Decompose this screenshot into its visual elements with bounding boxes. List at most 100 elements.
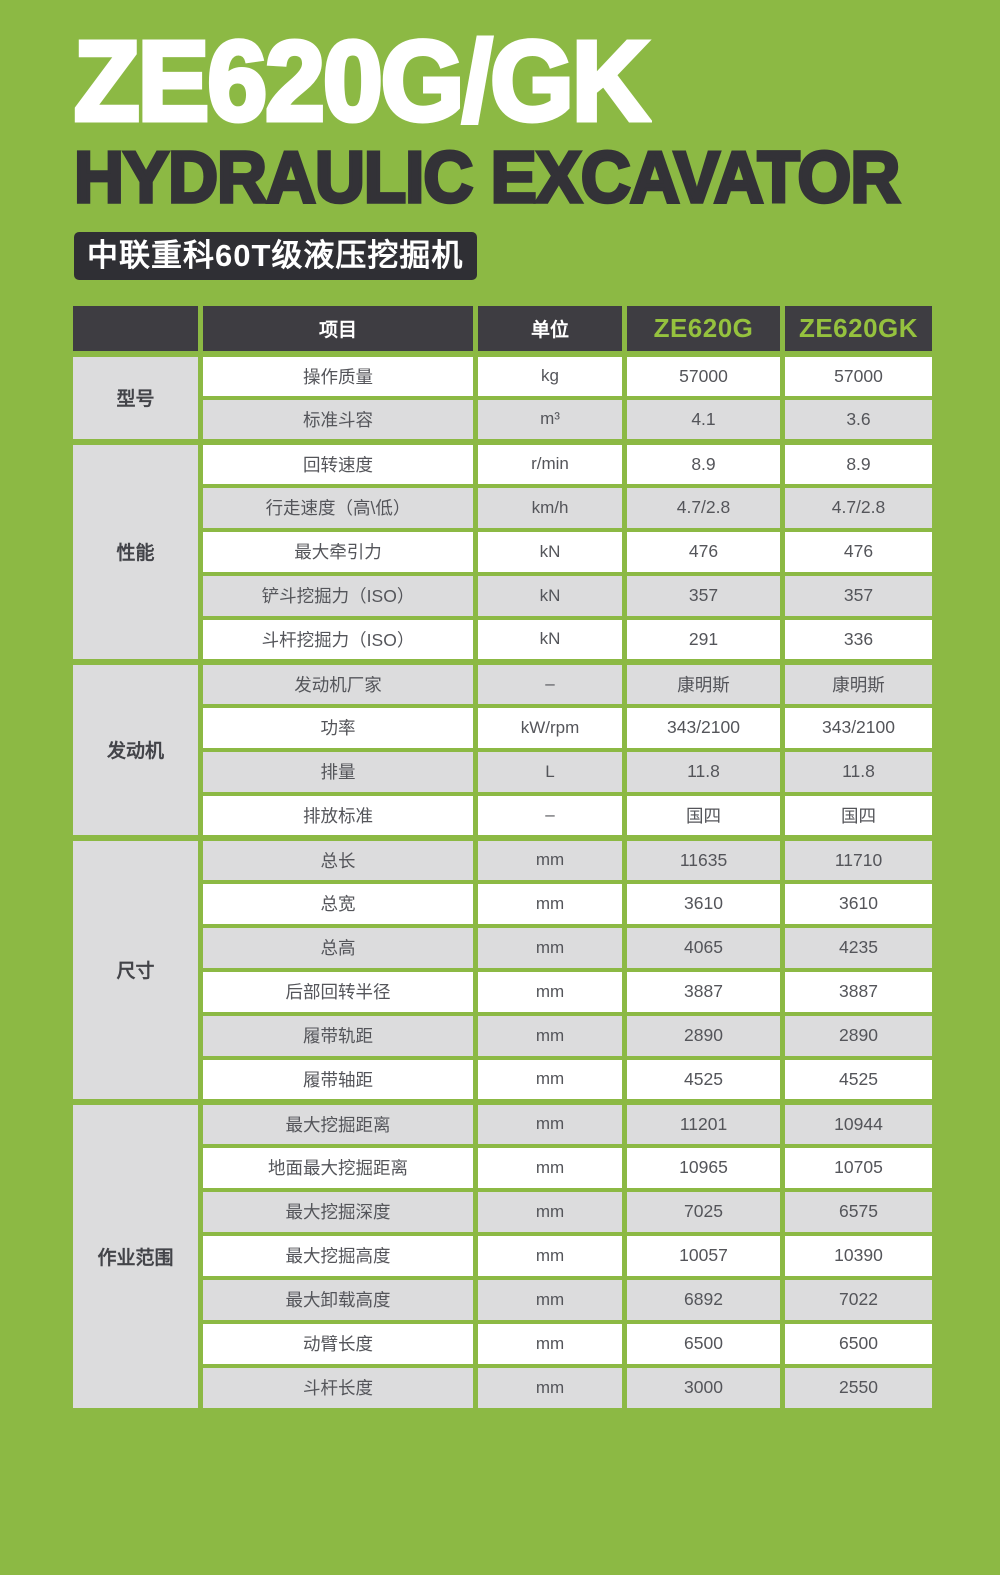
unit-cell: mm xyxy=(473,1319,627,1368)
table-row: 排量 L 11.8 11.8 xyxy=(71,747,937,796)
value-cell-ze620g: 6892 xyxy=(622,1275,785,1324)
unit-cell: mm xyxy=(473,1098,627,1148)
unit-cell: kW/rpm xyxy=(473,703,627,752)
value-cell-ze620g: 357 xyxy=(622,571,785,620)
value-cell-ze620gk: 6575 xyxy=(780,1187,937,1236)
spec-table-body: 型号 操作质量 kg 57000 57000 标准斗容 m³ 4.1 3.6 性能 回转速度 r/mi… xyxy=(68,350,937,1412)
table-row: 斗杆挖掘力（ISO） kN 291 336 xyxy=(71,615,937,664)
item-cell: 铲斗挖掘力（ISO） xyxy=(198,571,478,620)
item-cell: 排量 xyxy=(198,747,478,796)
unit-cell: mm xyxy=(473,834,627,884)
value-cell-ze620g: 6500 xyxy=(622,1319,785,1368)
value-cell-ze620gk: 3887 xyxy=(780,967,937,1016)
value-cell-ze620g: 10965 xyxy=(622,1143,785,1192)
table-header-row: 项目 单位 ZE620G ZE620GK xyxy=(68,305,937,356)
value-cell-ze620g: 康明斯 xyxy=(622,658,785,708)
item-cell: 总宽 xyxy=(198,879,478,928)
value-cell-ze620g: 国四 xyxy=(622,791,785,840)
value-cell-ze620gk: 476 xyxy=(780,527,937,576)
unit-cell: – xyxy=(473,791,627,840)
item-cell: 斗杆挖掘力（ISO） xyxy=(198,615,478,664)
table-row: 发动机 发动机厂家 – 康明斯 康明斯 xyxy=(68,658,937,840)
value-cell-ze620gk: 10944 xyxy=(780,1098,937,1148)
value-cell-ze620g: 4525 xyxy=(622,1055,785,1104)
item-cell: 操作质量 xyxy=(198,350,478,400)
unit-cell: kN xyxy=(473,571,627,620)
group-cell: 发动机 xyxy=(68,658,203,840)
value-cell-ze620g: 10057 xyxy=(622,1231,785,1280)
table-row: 铲斗挖掘力（ISO） kN 357 357 xyxy=(71,571,937,620)
table-row: 行走速度（高\低） km/h 4.7/2.8 4.7/2.8 xyxy=(71,483,937,532)
table-row: 履带轨距 mm 2890 2890 xyxy=(71,1011,937,1060)
group-cell: 作业范围 xyxy=(68,1098,203,1412)
table-row: 动臂长度 mm 6500 6500 xyxy=(71,1319,937,1368)
table-row: 型号 操作质量 kg 57000 57000 xyxy=(68,350,937,444)
value-cell-ze620gk: 11.8 xyxy=(780,747,937,796)
table-row: 地面最大挖掘距离 mm 10965 10705 xyxy=(71,1143,937,1192)
item-cell: 发动机厂家 xyxy=(198,658,478,708)
value-cell-ze620g: 4065 xyxy=(622,923,785,972)
item-cell: 履带轨距 xyxy=(198,1011,478,1060)
value-cell-ze620gk: 2890 xyxy=(780,1011,937,1060)
value-cell-ze620gk: 2550 xyxy=(780,1363,937,1412)
item-cell: 地面最大挖掘距离 xyxy=(198,1143,478,1192)
item-cell: 功率 xyxy=(198,703,478,752)
unit-cell: m³ xyxy=(473,395,627,444)
item-cell: 排放标准 xyxy=(198,791,478,840)
value-cell-ze620g: 3610 xyxy=(622,879,785,928)
table-row: 最大挖掘高度 mm 10057 10390 xyxy=(71,1231,937,1280)
value-cell-ze620g: 291 xyxy=(622,615,785,664)
value-cell-ze620gk: 10705 xyxy=(780,1143,937,1192)
table-row: 总宽 mm 3610 3610 xyxy=(71,879,937,928)
item-cell: 标准斗容 xyxy=(198,395,478,444)
value-cell-ze620g: 57000 xyxy=(622,350,785,400)
item-cell: 后部回转半径 xyxy=(198,967,478,1016)
value-cell-ze620g: 343/2100 xyxy=(622,703,785,752)
unit-cell: mm xyxy=(473,967,627,1016)
table-row: 最大卸载高度 mm 6892 7022 xyxy=(71,1275,937,1324)
value-cell-ze620gk: 8.9 xyxy=(780,438,937,488)
value-cell-ze620gk: 336 xyxy=(780,615,937,664)
header-corner-cell xyxy=(68,305,203,356)
value-cell-ze620g: 476 xyxy=(622,527,785,576)
item-cell: 最大卸载高度 xyxy=(198,1275,478,1324)
hero-section: ZE620G/GK HYDRAULIC EXCAVATOR 中联重科60T级液压… xyxy=(0,0,1000,280)
value-cell-ze620gk: 57000 xyxy=(780,350,937,400)
unit-cell: kN xyxy=(473,527,627,576)
table-row: 最大牵引力 kN 476 476 xyxy=(71,527,937,576)
value-cell-ze620g: 3000 xyxy=(622,1363,785,1412)
item-cell: 动臂长度 xyxy=(198,1319,478,1368)
table-row: 尺寸 总长 mm 11635 11710 xyxy=(68,834,937,1104)
header-model-ze620g: ZE620G xyxy=(622,305,785,356)
unit-cell: mm xyxy=(473,1143,627,1192)
item-cell: 最大挖掘距离 xyxy=(198,1098,478,1148)
table-row: 性能 回转速度 r/min 8.9 8.9 xyxy=(68,438,937,664)
value-cell-ze620g: 4.1 xyxy=(622,395,785,444)
product-subtitle: HYDRAULIC EXCAVATOR xyxy=(72,137,902,218)
value-cell-ze620g: 11201 xyxy=(622,1098,785,1148)
value-cell-ze620gk: 357 xyxy=(780,571,937,620)
value-cell-ze620gk: 4235 xyxy=(780,923,937,972)
value-cell-ze620g: 11.8 xyxy=(622,747,785,796)
table-row: 履带轴距 mm 4525 4525 xyxy=(71,1055,937,1104)
value-cell-ze620gk: 康明斯 xyxy=(780,658,937,708)
value-cell-ze620g: 2890 xyxy=(622,1011,785,1060)
group-cell: 尺寸 xyxy=(68,834,203,1104)
item-cell: 总高 xyxy=(198,923,478,972)
table-row: 斗杆长度 mm 3000 2550 xyxy=(71,1363,937,1412)
unit-cell: kN xyxy=(473,615,627,664)
unit-cell: mm xyxy=(473,1275,627,1324)
item-cell: 履带轴距 xyxy=(198,1055,478,1104)
value-cell-ze620gk: 国四 xyxy=(780,791,937,840)
unit-cell: mm xyxy=(473,923,627,972)
unit-cell: mm xyxy=(473,1231,627,1280)
value-cell-ze620g: 11635 xyxy=(622,834,785,884)
unit-cell: r/min xyxy=(473,438,627,488)
value-cell-ze620gk: 343/2100 xyxy=(780,703,937,752)
value-cell-ze620gk: 10390 xyxy=(780,1231,937,1280)
unit-cell: mm xyxy=(473,879,627,928)
table-row: 排放标准 – 国四 国四 xyxy=(71,791,937,840)
unit-cell: – xyxy=(473,658,627,708)
header-item-column: 项目 xyxy=(198,305,478,356)
value-cell-ze620gk: 4525 xyxy=(780,1055,937,1104)
